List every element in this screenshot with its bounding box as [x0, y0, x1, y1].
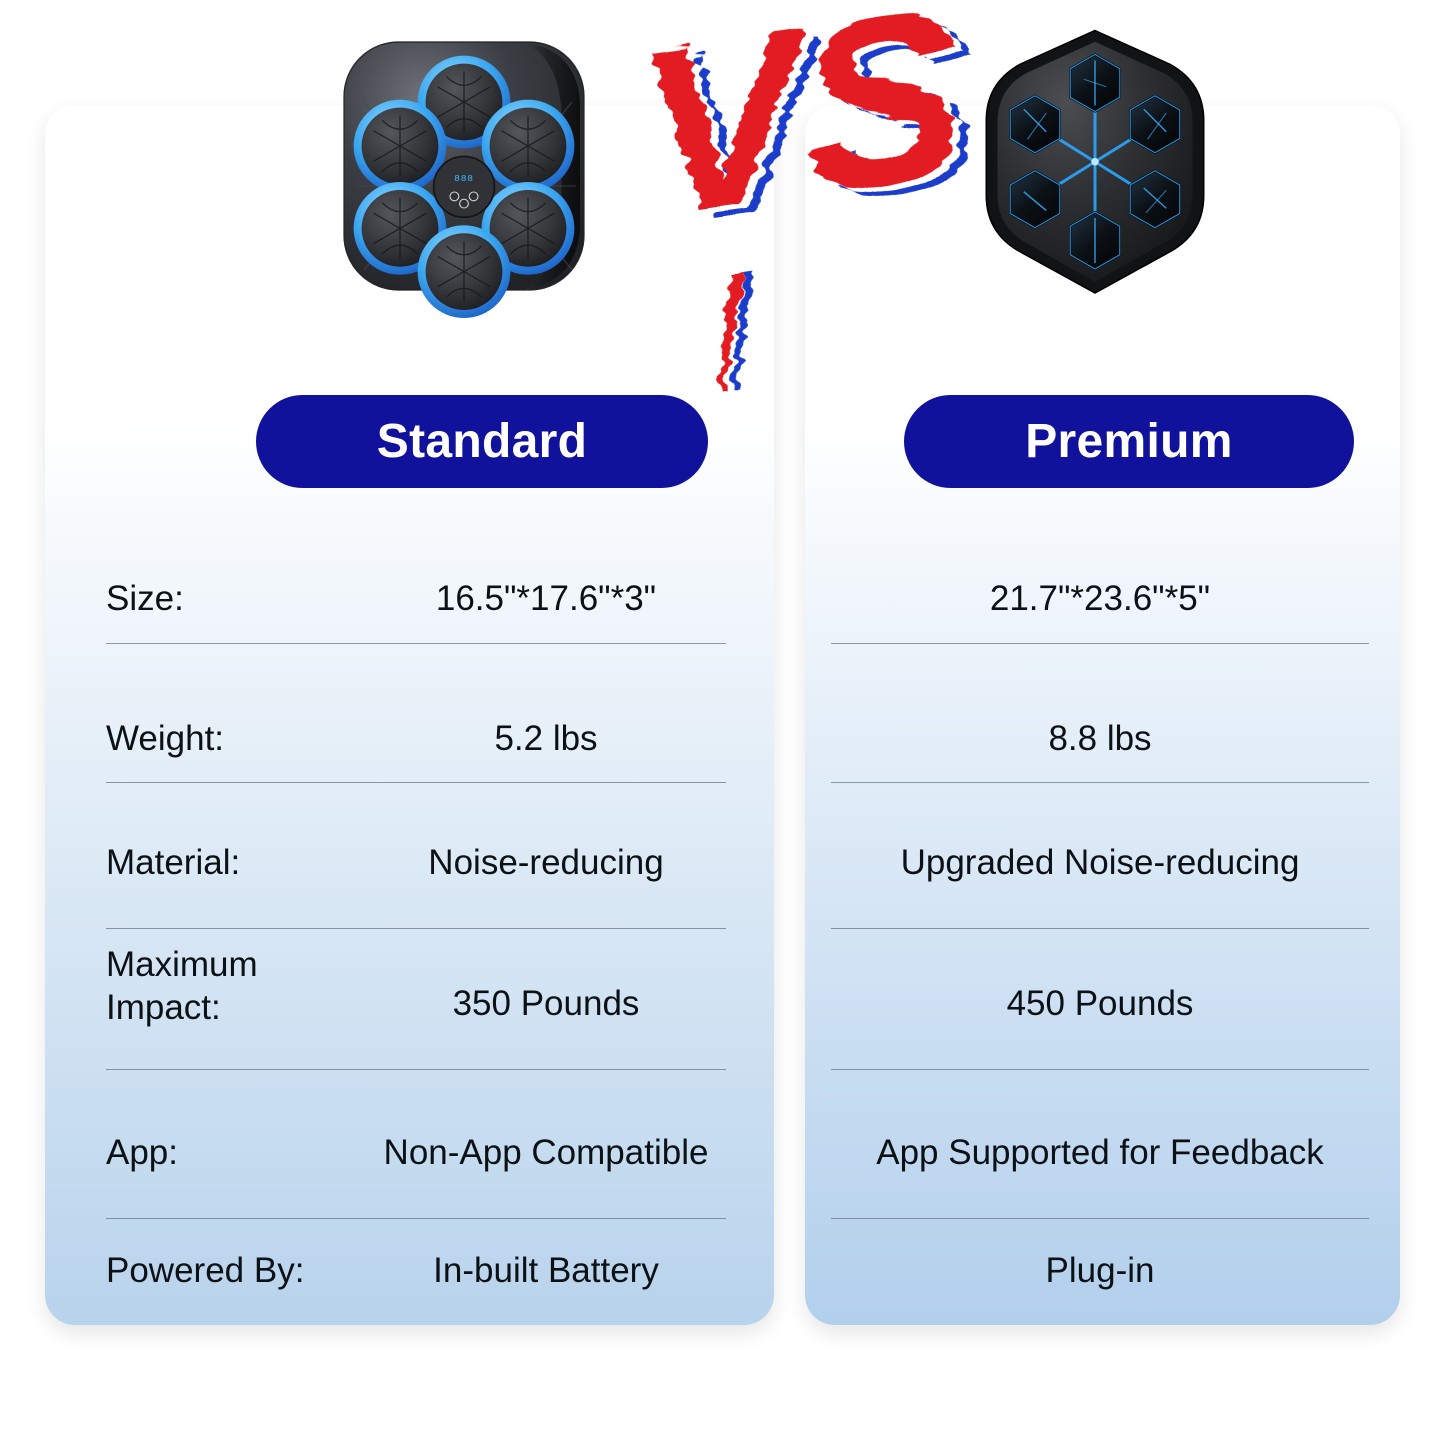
svg-text:888: 888 — [454, 173, 474, 184]
svg-text:VS: VS — [635, 0, 975, 267]
